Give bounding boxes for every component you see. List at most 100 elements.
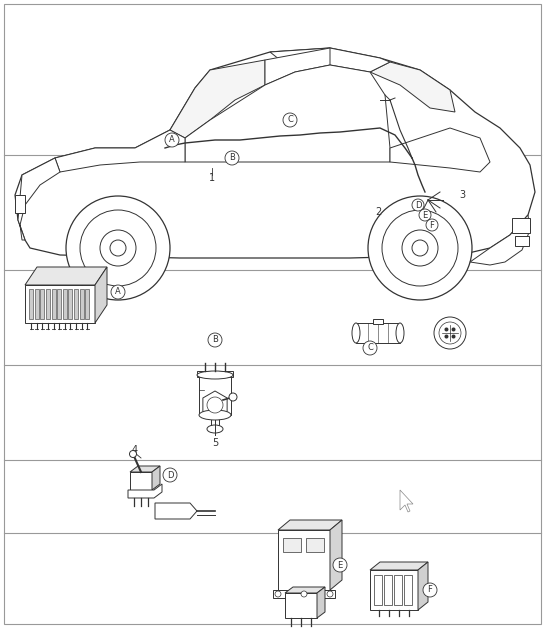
Polygon shape bbox=[15, 48, 535, 258]
Bar bbox=[80, 289, 84, 319]
Polygon shape bbox=[152, 466, 160, 490]
Text: 2: 2 bbox=[375, 207, 381, 217]
Text: 3: 3 bbox=[459, 190, 465, 200]
Bar bbox=[306, 538, 324, 552]
Polygon shape bbox=[95, 267, 107, 323]
Polygon shape bbox=[185, 65, 390, 162]
Ellipse shape bbox=[352, 323, 360, 343]
Bar bbox=[86, 289, 89, 319]
Polygon shape bbox=[273, 590, 335, 598]
Bar bbox=[283, 538, 301, 552]
Polygon shape bbox=[285, 587, 325, 593]
Circle shape bbox=[368, 196, 472, 300]
Circle shape bbox=[426, 219, 438, 231]
Bar bbox=[515, 236, 529, 246]
Polygon shape bbox=[155, 503, 197, 519]
Polygon shape bbox=[370, 562, 428, 570]
Bar bbox=[35, 289, 39, 319]
Polygon shape bbox=[470, 215, 530, 265]
Polygon shape bbox=[25, 285, 95, 323]
Bar bbox=[404, 575, 412, 605]
Polygon shape bbox=[330, 520, 342, 590]
Circle shape bbox=[80, 210, 156, 286]
Circle shape bbox=[225, 151, 239, 165]
Circle shape bbox=[283, 113, 297, 127]
Bar bbox=[57, 289, 61, 319]
Text: A: A bbox=[169, 136, 175, 144]
Circle shape bbox=[301, 591, 307, 597]
Circle shape bbox=[111, 285, 125, 299]
Ellipse shape bbox=[207, 425, 223, 433]
Circle shape bbox=[327, 591, 333, 597]
Polygon shape bbox=[128, 484, 162, 498]
Polygon shape bbox=[278, 520, 342, 530]
Circle shape bbox=[229, 393, 237, 401]
Bar bbox=[63, 289, 67, 319]
Text: D: D bbox=[415, 200, 421, 210]
Polygon shape bbox=[130, 466, 160, 472]
Circle shape bbox=[363, 341, 377, 355]
Circle shape bbox=[423, 583, 437, 597]
Circle shape bbox=[165, 133, 179, 147]
Bar bbox=[370, 570, 418, 610]
Text: 5: 5 bbox=[212, 438, 218, 448]
Bar bbox=[384, 575, 392, 605]
Polygon shape bbox=[170, 60, 265, 138]
Circle shape bbox=[207, 397, 223, 413]
Text: A: A bbox=[115, 288, 121, 296]
Bar bbox=[278, 530, 330, 590]
Ellipse shape bbox=[396, 323, 404, 343]
Bar bbox=[211, 419, 219, 429]
Circle shape bbox=[412, 199, 424, 211]
Circle shape bbox=[382, 210, 458, 286]
Polygon shape bbox=[370, 62, 455, 112]
Bar bbox=[29, 289, 33, 319]
Polygon shape bbox=[390, 128, 490, 172]
Text: C: C bbox=[287, 116, 293, 124]
Polygon shape bbox=[203, 391, 227, 419]
Bar bbox=[40, 289, 44, 319]
Text: B: B bbox=[212, 335, 218, 345]
Circle shape bbox=[275, 591, 281, 597]
Circle shape bbox=[439, 322, 461, 344]
Bar bbox=[199, 375, 231, 415]
Ellipse shape bbox=[199, 410, 231, 420]
Circle shape bbox=[452, 327, 456, 332]
Text: F: F bbox=[429, 220, 434, 229]
Circle shape bbox=[402, 230, 438, 266]
Polygon shape bbox=[18, 158, 60, 240]
Circle shape bbox=[452, 335, 456, 338]
Circle shape bbox=[445, 327, 449, 332]
Polygon shape bbox=[55, 130, 185, 172]
Bar bbox=[356, 323, 400, 343]
Bar bbox=[512, 218, 530, 233]
Circle shape bbox=[419, 209, 431, 221]
Circle shape bbox=[100, 230, 136, 266]
Circle shape bbox=[130, 450, 136, 458]
Polygon shape bbox=[400, 490, 413, 512]
Circle shape bbox=[434, 317, 466, 349]
Text: E: E bbox=[337, 561, 343, 570]
Bar bbox=[285, 593, 317, 618]
Bar bbox=[374, 575, 382, 605]
Bar bbox=[130, 472, 152, 490]
Circle shape bbox=[66, 196, 170, 300]
Bar bbox=[15, 195, 25, 213]
Circle shape bbox=[333, 558, 347, 572]
Bar bbox=[394, 575, 402, 605]
Polygon shape bbox=[317, 587, 325, 618]
Bar bbox=[373, 319, 383, 324]
Ellipse shape bbox=[197, 371, 233, 379]
Text: B: B bbox=[229, 153, 235, 163]
Bar bbox=[69, 289, 72, 319]
Bar bbox=[197, 371, 233, 377]
Text: C: C bbox=[367, 344, 373, 352]
Circle shape bbox=[110, 240, 126, 256]
Circle shape bbox=[412, 240, 428, 256]
Text: 4: 4 bbox=[132, 445, 138, 455]
Bar bbox=[52, 289, 56, 319]
Bar bbox=[74, 289, 78, 319]
Polygon shape bbox=[418, 562, 428, 610]
Polygon shape bbox=[265, 48, 330, 85]
Circle shape bbox=[163, 468, 177, 482]
